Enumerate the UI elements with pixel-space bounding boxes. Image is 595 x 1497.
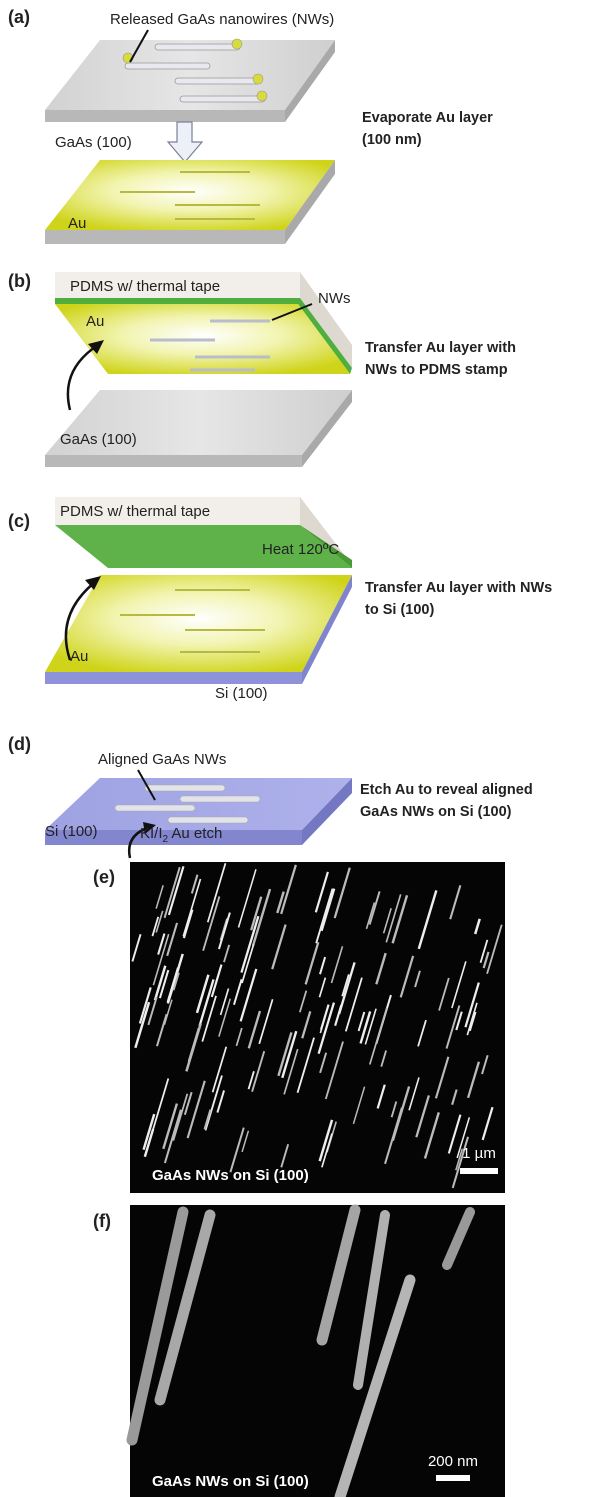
image-caption: GaAs NWs on Si (100) <box>152 1167 309 1184</box>
step-caption: GaAs NWs on Si (100) <box>360 804 512 820</box>
annotation: PDMS w/ thermal tape <box>60 503 210 520</box>
annotation: NWs <box>318 290 351 307</box>
annotation: Si (100) <box>45 823 98 840</box>
gaas-slab <box>45 30 335 122</box>
step-caption: to Si (100) <box>365 602 434 618</box>
panel-label: (a) <box>8 7 30 27</box>
scale-bar <box>436 1475 470 1481</box>
figure: (a) Released GaAs nanowires (NWs) GaAs (… <box>0 0 595 1497</box>
annotation: KI/I <box>140 825 163 842</box>
scale-label: 200 nm <box>428 1453 478 1470</box>
annotation: Si (100) <box>215 685 268 702</box>
panel-label: (d) <box>8 734 31 754</box>
scale-bar <box>460 1168 498 1174</box>
scale-label: 1 µm <box>462 1145 496 1162</box>
step-caption: Transfer Au layer with <box>365 340 516 356</box>
panel-label: (c) <box>8 511 30 531</box>
annotation: Au <box>70 648 88 665</box>
annotation: Au etch <box>168 825 222 842</box>
annotation: KI/I2 Au etch <box>140 825 222 845</box>
panel-label: (f) <box>93 1211 111 1231</box>
au-slab <box>45 575 352 684</box>
annotation: PDMS w/ thermal tape <box>70 278 220 295</box>
annotation: Aligned GaAs NWs <box>98 751 226 768</box>
annotation: Released GaAs nanowires (NWs) <box>110 11 334 28</box>
step-caption: (100 nm) <box>362 132 422 148</box>
annotation: GaAs (100) <box>60 431 137 448</box>
annotation: Heat 120ºC <box>262 541 339 558</box>
panel-label: (b) <box>8 271 31 291</box>
au-slab <box>45 160 335 244</box>
arrow <box>168 122 202 162</box>
annotation: Au <box>86 313 104 330</box>
sem-image <box>130 862 505 1193</box>
image-caption: GaAs NWs on Si (100) <box>152 1473 309 1490</box>
annotation: Au <box>68 215 86 232</box>
step-caption: Etch Au to reveal aligned <box>360 782 533 798</box>
annotation: GaAs (100) <box>55 134 132 151</box>
panel-label: (e) <box>93 867 115 887</box>
gaas-slab <box>45 390 352 467</box>
step-caption: Transfer Au layer with NWs <box>365 580 552 596</box>
step-caption: NWs to PDMS stamp <box>365 362 508 378</box>
step-caption: Evaporate Au layer <box>362 110 493 126</box>
